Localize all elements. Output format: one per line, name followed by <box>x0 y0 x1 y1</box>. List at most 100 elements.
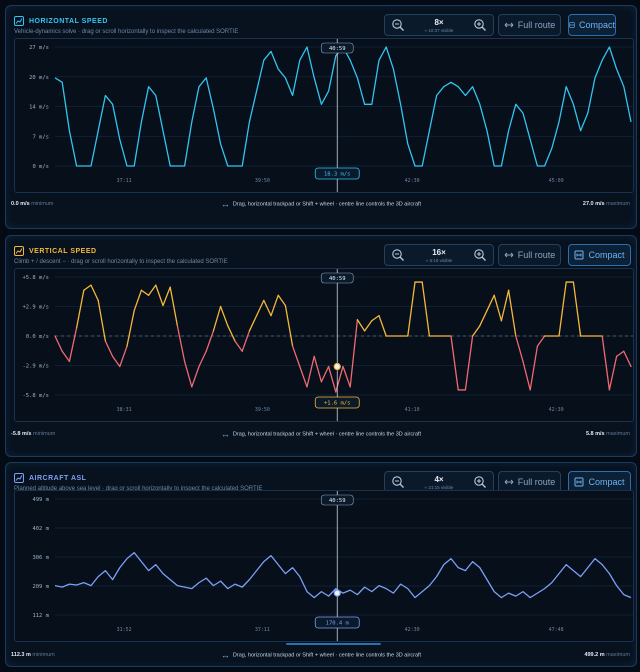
series-segment <box>299 365 308 388</box>
hspeed-panel: HORIZONTAL SPEED Vehicle-dynamics solve ·… <box>5 5 637 229</box>
zoom-in-button[interactable] <box>473 248 487 262</box>
series-segment <box>284 304 294 347</box>
series-segment <box>615 350 625 357</box>
y-tick-label: 0.0 m/s <box>26 334 49 340</box>
drag-hint: ↔ Drag, horizontal trackpad or Shift + wh… <box>6 199 636 209</box>
maximum-value: 5.8 m/s <box>585 431 605 437</box>
minimum-value: 112.3 m <box>11 652 31 658</box>
x-tick-label: 42:30 <box>405 178 420 184</box>
zoom-in-button[interactable] <box>473 18 487 32</box>
chart-line-icon <box>14 473 24 483</box>
cursor-time-badge: 40:59 <box>320 494 354 506</box>
compact-label: Compact <box>588 250 625 260</box>
series-segment <box>479 309 488 327</box>
series-segment <box>198 350 207 368</box>
series-segment <box>61 350 71 363</box>
series-segment <box>111 355 121 368</box>
cursor-time-badge: 40:59 <box>320 42 354 54</box>
series-segment <box>608 355 618 391</box>
panel-title: AIRCRAFT ASL <box>29 474 87 482</box>
series-segment <box>623 350 632 368</box>
y-tick-label: +5.8 m/s <box>23 275 50 281</box>
asl-plot-area[interactable]: 499 m 402 m 306 m 209 m 112 m 31:52 37:11 42:30… <box>14 490 634 642</box>
series-segment <box>320 365 330 383</box>
series-segment <box>486 294 495 312</box>
chart-line-icon <box>14 246 24 256</box>
compress-icon <box>574 250 584 260</box>
cursor-value-badge: +1.6 m/s <box>314 396 360 409</box>
series-segment <box>558 281 567 337</box>
y-tick-label: 0 m/s <box>32 164 49 170</box>
series-segment <box>83 284 92 291</box>
panel-title: HORIZONTAL SPEED <box>29 17 108 25</box>
zoom-in-button[interactable] <box>473 475 487 489</box>
series-segment <box>212 305 222 332</box>
series-segment <box>291 345 301 368</box>
series-segment <box>234 340 243 352</box>
series-segment <box>601 335 611 391</box>
zoom-out-button[interactable] <box>391 248 405 262</box>
minimum-readout: -5.8 m/s minimum <box>11 431 55 437</box>
series-segment <box>169 286 179 327</box>
zoom-control: 8× ≈ 10:37 visible <box>384 14 494 36</box>
x-tick-label: 47:48 <box>549 627 564 633</box>
series-segment <box>507 289 517 337</box>
expand-arrows-icon <box>504 252 514 258</box>
panel-subtitle: Vehicle-dynamics solve · drag or scroll … <box>14 29 239 35</box>
maximum-value: 499.2 m <box>584 652 605 658</box>
cursor-point <box>333 362 341 371</box>
y-tick-label: 7 m/s <box>32 134 49 140</box>
zoom-out-button[interactable] <box>391 18 405 32</box>
series-segment <box>176 325 186 363</box>
compress-icon <box>569 22 575 28</box>
vspeed-plot-area[interactable]: +5.8 m/s +2.9 m/s 0.0 m/s -2.9 m/s -5.8 m/s 3… <box>14 268 634 422</box>
scroll-thumb[interactable] <box>286 643 381 645</box>
series-segment <box>471 325 481 337</box>
series-segment <box>270 294 279 317</box>
drag-hint-text: Drag, horizontal trackpad or Shift + whe… <box>232 431 422 438</box>
compact-button[interactable]: Compact <box>568 244 631 266</box>
series-segment <box>529 345 539 391</box>
chart-svg: 499 m 402 m 306 m 209 m 112 m 31:52 37:11 42:30… <box>32 491 633 641</box>
series-segment <box>155 284 164 307</box>
chart-svg: +5.8 m/s +2.9 m/s 0.0 m/s -2.9 m/s -5.8 m/s 3… <box>23 269 633 421</box>
minimum-readout: 112.3 m minimum <box>11 652 55 658</box>
series-segment <box>349 319 359 388</box>
series-segment <box>183 360 193 388</box>
series-segment <box>255 299 265 317</box>
full-route-label: Full route <box>517 477 556 487</box>
x-tick-label: 39:50 <box>255 178 270 184</box>
cursor-value: 170.4 m <box>326 621 350 627</box>
hspeed-plot-area[interactable]: 27 m/s 20 m/s 14 m/s 7 m/s 0 m/s 37:11 39:50 42… <box>14 38 634 193</box>
x-tick-label: 45:09 <box>549 178 564 184</box>
series-segment <box>421 281 431 337</box>
series-segment <box>464 335 474 391</box>
compact-label: Compact <box>588 477 625 487</box>
zoom-out-button[interactable] <box>391 475 405 489</box>
y-tick-label: 209 m <box>32 584 49 590</box>
series-segment <box>162 286 171 307</box>
panel-subtitle: Climb + / descent − · drag or scroll hor… <box>14 259 228 265</box>
zoom-level: 4× <box>434 475 444 484</box>
full-route-button[interactable]: Full route <box>498 14 561 36</box>
series-segment <box>363 320 373 332</box>
y-tick-label: 20 m/s <box>29 75 49 81</box>
compress-icon <box>574 477 584 487</box>
vspeed-panel: VERTICAL SPEED Climb + / descent − · drag… <box>5 235 637 457</box>
full-route-label: Full route <box>517 20 556 30</box>
minimum-label: minimum <box>31 201 54 207</box>
series-segment <box>75 289 85 329</box>
drag-hint-text: Drag, horizontal trackpad or Shift + whe… <box>232 652 422 659</box>
series-segment <box>313 355 323 383</box>
full-route-button[interactable]: Full route <box>498 244 561 266</box>
compact-button[interactable]: Compact <box>568 14 616 36</box>
series-segment <box>90 284 99 302</box>
series-segment <box>500 289 510 322</box>
series-segment <box>327 365 337 393</box>
x-tick-label: 39:50 <box>255 407 270 413</box>
cursor-time: 40:59 <box>329 46 346 52</box>
chart-svg: 27 m/s 20 m/s 14 m/s 7 m/s 0 m/s 37:11 39:50 42… <box>29 39 633 192</box>
series-segment <box>450 335 459 391</box>
y-tick-label: -5.8 m/s <box>23 393 50 399</box>
minimum-readout: 0.0 m/s minimum <box>11 201 54 207</box>
